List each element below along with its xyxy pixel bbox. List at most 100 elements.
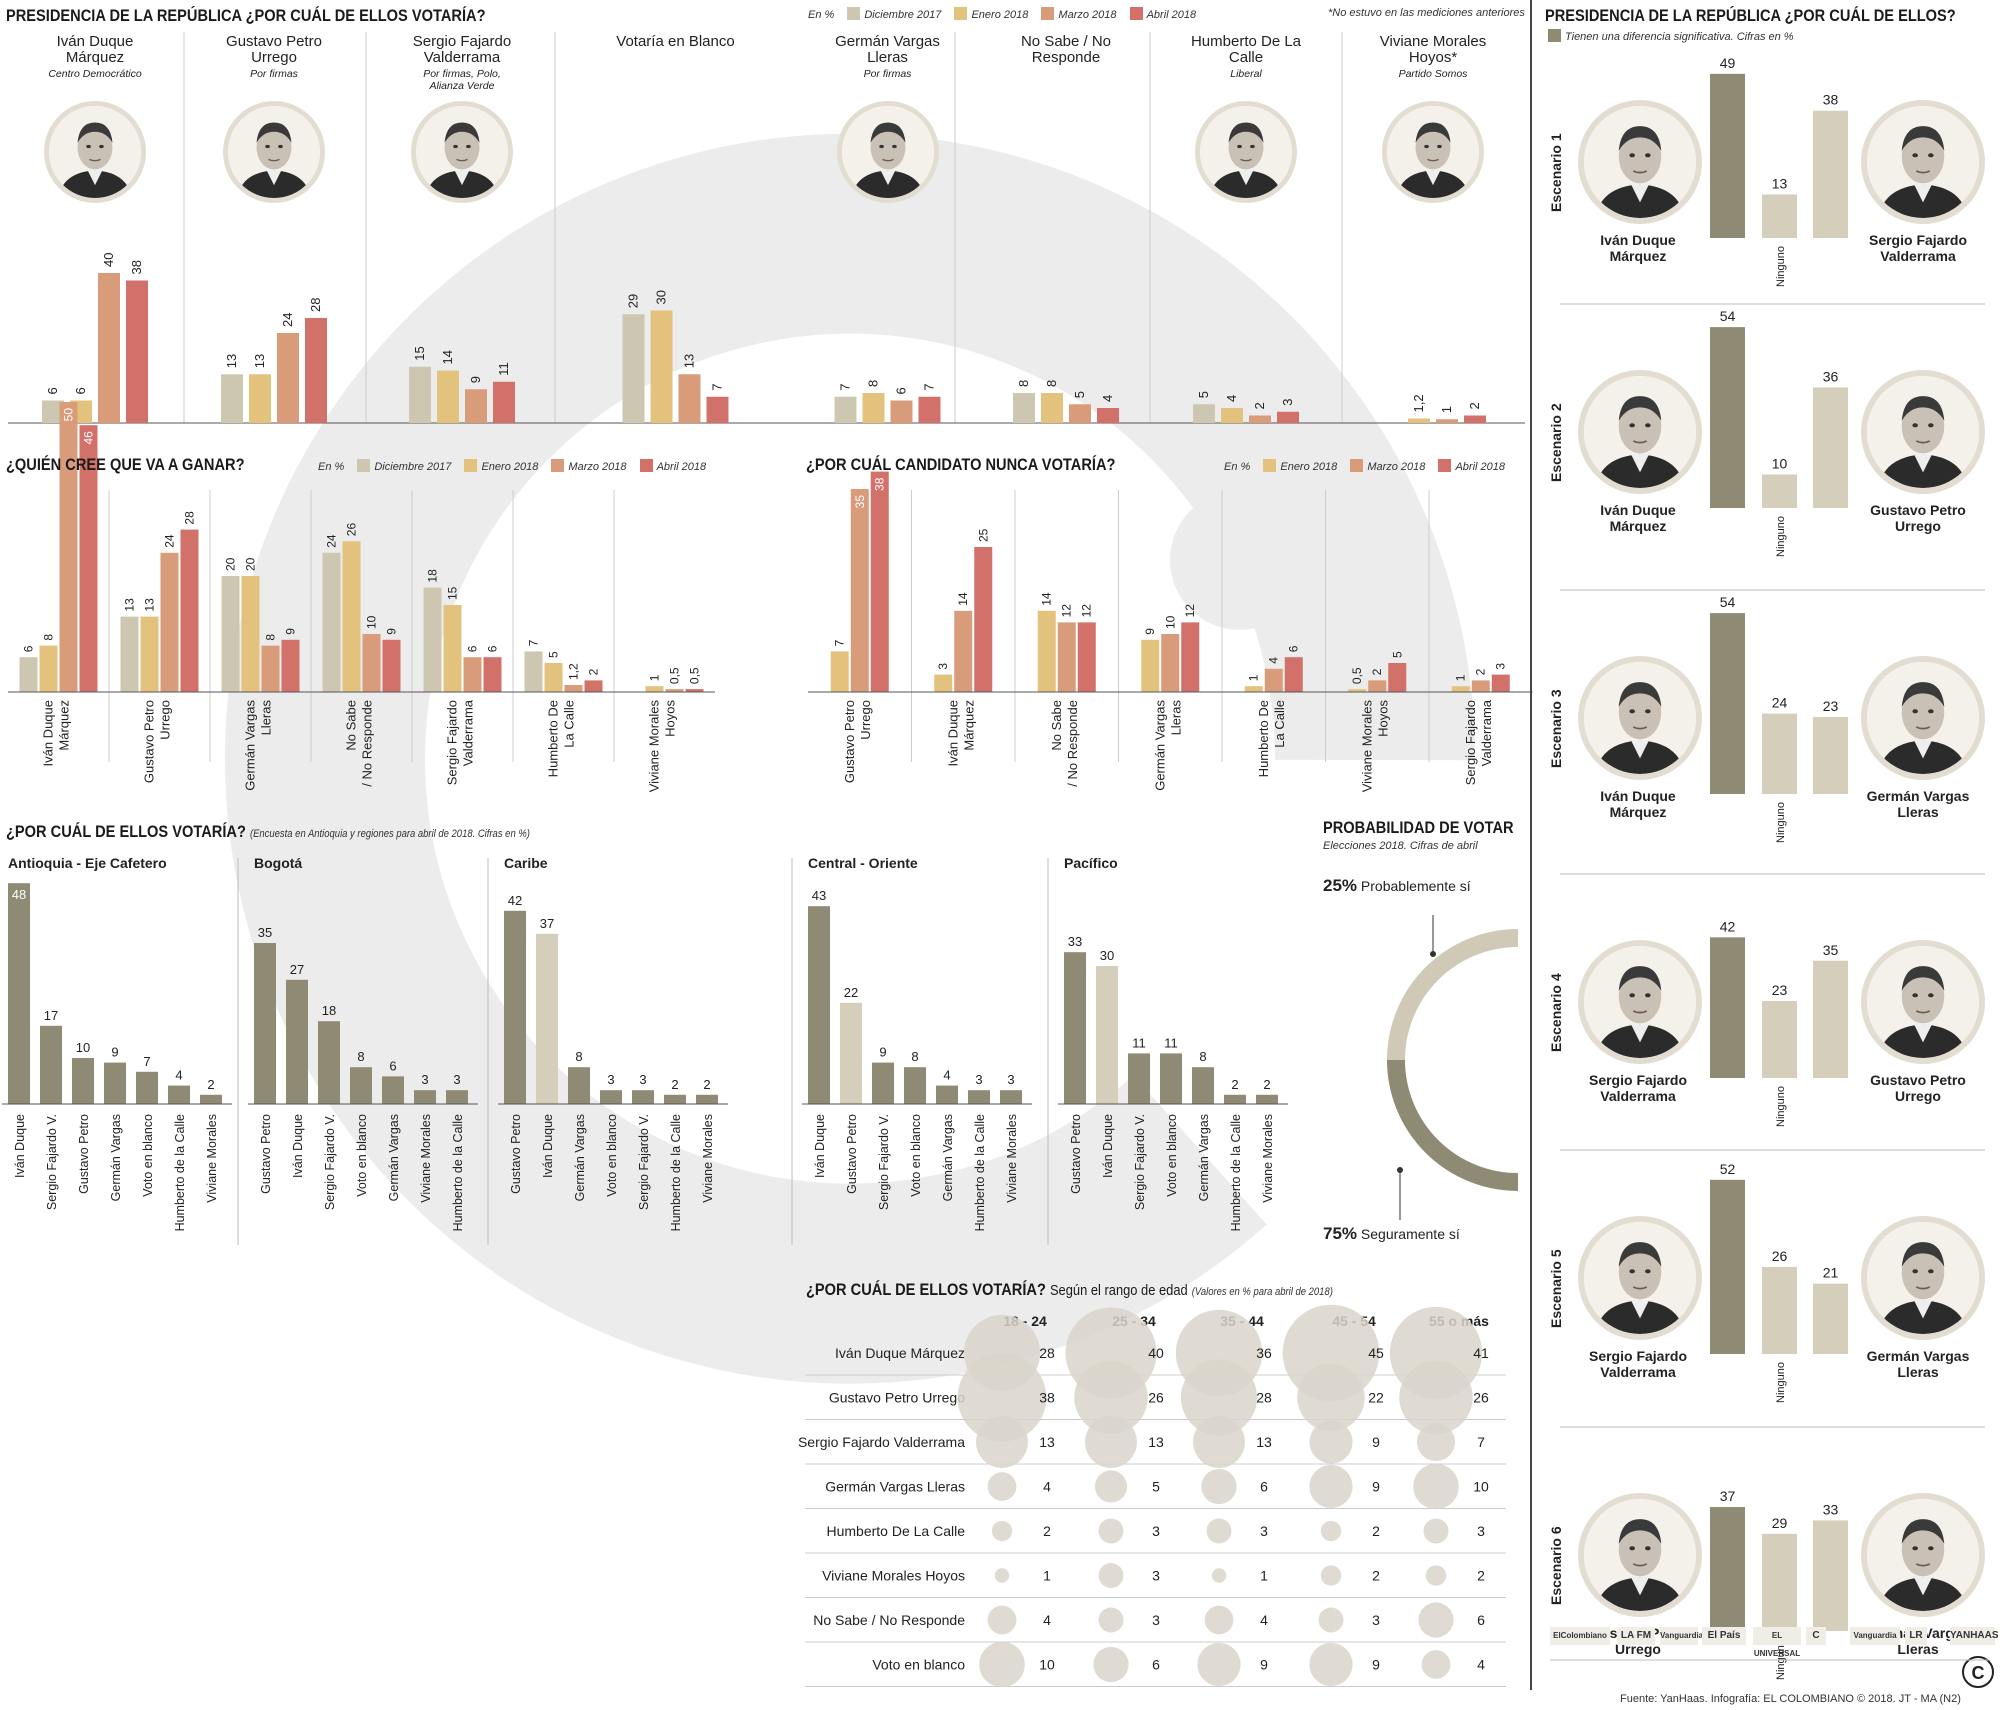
prob-a-pct: 25% (1323, 876, 1358, 895)
scenario-label: Escenario 5 (1548, 1249, 1564, 1328)
bar (318, 1021, 340, 1104)
category-label: Humberto de la Calle (451, 1114, 465, 1231)
bubble (1093, 1646, 1129, 1683)
data-label: 10 (1163, 615, 1177, 629)
data-label: 9 (879, 1045, 886, 1060)
portrait-icon (1867, 106, 1979, 218)
bar (200, 1094, 222, 1104)
bubble (991, 1520, 1013, 1542)
bar (168, 1085, 190, 1104)
source-credit: Fuente: YanHaas. Infografía: EL COLOMBIA… (1620, 1693, 1961, 1705)
bubble-value: 4 (1260, 1612, 1268, 1628)
data-label: 0,5 (1350, 667, 1364, 684)
category-label: Viviane Morales (205, 1114, 219, 1203)
candidate-name: Viviane Morales Hoyos* (1379, 33, 1487, 66)
bar-2 (98, 273, 120, 423)
ninguno-label: Ninguno (1775, 1086, 1787, 1127)
bubble (1309, 1420, 1353, 1464)
bar (414, 1090, 436, 1104)
bubble-value: 13 (1039, 1434, 1055, 1450)
petro-photo (223, 101, 325, 203)
prob-title: PROBABILIDAD DE VOTAR (1323, 818, 1514, 837)
data-label: 17 (44, 1008, 58, 1023)
data-label: 3 (421, 1072, 428, 1087)
candidate-header: Sergio Fajardo Valderrama Por firmas, Pol… (366, 34, 558, 93)
bubble (1197, 1642, 1241, 1687)
data-label: 11 (1164, 1035, 1178, 1050)
legend-item: Enero 2018 (481, 461, 539, 473)
media-logo: Vanguardia (1660, 1627, 1703, 1645)
category-label: Valderrama (461, 699, 476, 766)
bar-1 (140, 616, 159, 692)
bar-3 (382, 639, 401, 692)
watermark-c-logo (225, 133, 1475, 1384)
legend-unit: En % (318, 461, 345, 473)
bar-0 (524, 651, 543, 692)
category-label: Voto en blanco (355, 1114, 369, 1197)
data-label: 43 (812, 888, 826, 903)
category-label: Germán Vargas (1197, 1114, 1211, 1201)
bubble (1320, 1520, 1342, 1542)
prob-b-text: Seguramente sí (1360, 1226, 1460, 1242)
legend-swatch-dic (357, 459, 371, 472)
data-label: 7 (710, 384, 725, 391)
data-label: 38 (129, 260, 144, 274)
data-label: 12 (1080, 604, 1094, 618)
bubble (1318, 1607, 1344, 1633)
region-name: Central - Oriente (808, 855, 918, 871)
bubble-value: 9 (1260, 1657, 1268, 1673)
data-label: 9 (284, 628, 298, 635)
data-label: 33 (1068, 934, 1082, 949)
data-label: 3 (639, 1072, 646, 1087)
candidate-header: Viviane Morales Hoyos* Partido Somos (1342, 33, 1524, 81)
category-label: Voto en blanco (909, 1114, 923, 1197)
bar-2 (465, 389, 487, 423)
category-label: Iván Duque (291, 1114, 305, 1178)
data-label: 3 (1494, 663, 1508, 670)
data-label: 18 (426, 569, 440, 583)
portrait-icon (1584, 662, 1696, 774)
portrait-icon (1867, 1499, 1979, 1611)
footnote: *No estuvo en las mediciones anteriores (1328, 7, 1525, 19)
scenario-candidate-b: Gustavo Petro Urrego (1870, 1072, 1966, 1104)
duque-photo (44, 101, 146, 203)
scenario-value: 10 (1772, 456, 1788, 472)
region-name: Pacífico (1064, 855, 1118, 871)
bubble-value: 38 (1039, 1390, 1055, 1406)
data-label: 26 (345, 523, 359, 537)
data-label: 0,5 (668, 667, 682, 684)
data-label: 14 (1040, 592, 1054, 606)
bubble (1193, 1416, 1245, 1468)
legend-swatch-mar (1350, 459, 1364, 472)
scenario-candidate-b: Germán Vargas Lleras (1866, 1348, 1970, 1380)
bar (808, 906, 830, 1104)
regiones-title: ¿POR CUÁL DE ELLOS VOTARÍA? (Encuesta en… (6, 822, 530, 842)
row-label: Sergio Fajardo Valderrama (798, 1434, 965, 1450)
data-label: 9 (1143, 628, 1157, 635)
row-label: Humberto De La Calle (826, 1523, 965, 1539)
bar-3 (584, 680, 603, 692)
candidate-header: Humberto De La Calle Liberal (1150, 34, 1342, 81)
bubble (1180, 1359, 1258, 1436)
scenario-value: 54 (1720, 594, 1736, 610)
bar (600, 1090, 622, 1104)
candidate-header: Iván Duque Márquez Centro Democrático (8, 34, 182, 81)
data-label: 8 (357, 1049, 364, 1064)
data-label: 27 (290, 962, 304, 977)
bar-1 (1041, 393, 1063, 423)
bar (968, 1090, 990, 1104)
bubble-value: 3 (1260, 1523, 1268, 1539)
data-label: 42 (508, 893, 522, 908)
data-label: 1,2 (1411, 394, 1426, 412)
bubble (1399, 1360, 1473, 1435)
scenario-value: 29 (1772, 1515, 1788, 1531)
vargas-photo (1861, 1216, 1985, 1340)
bar-3 (483, 657, 502, 692)
bar-1 (954, 610, 973, 692)
row-label: Viviane Morales Hoyos (822, 1568, 965, 1584)
data-label: 13 (682, 354, 697, 368)
bar (536, 933, 558, 1104)
scenario-bar (1813, 960, 1848, 1078)
portrait-icon (1867, 376, 1979, 488)
data-label: 13 (123, 598, 137, 612)
